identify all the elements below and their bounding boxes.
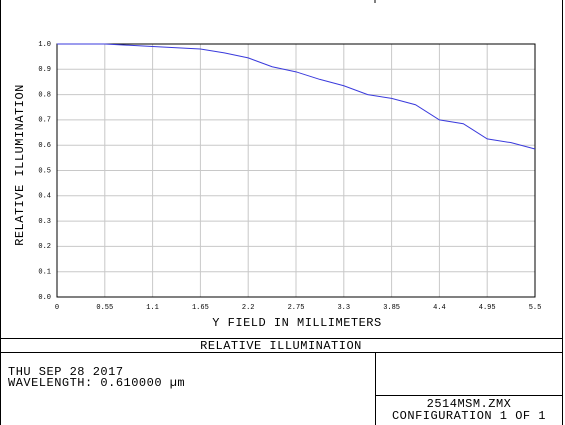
y-tick-label: 0.4 xyxy=(38,193,51,201)
x-tick-label: 2.75 xyxy=(288,304,305,312)
wavelength: WAVELENGTH: 0.610000 µm xyxy=(8,376,185,390)
y-tick-label: 0.2 xyxy=(38,243,51,251)
chart-title: RELATIVE ILLUMINATION xyxy=(200,339,362,353)
configuration: CONFIGURATION 1 OF 1 xyxy=(392,409,546,423)
file-name: 2514MSM.ZMX xyxy=(427,397,512,411)
x-tick-label: 2.2 xyxy=(242,304,255,312)
y-tick-label: 0.9 xyxy=(38,66,51,74)
x-tick-label: 4.4 xyxy=(433,304,446,312)
x-tick-label: 3.85 xyxy=(383,304,400,312)
x-tick-label: 1.1 xyxy=(146,304,159,312)
y-tick-label: 0.8 xyxy=(38,91,51,99)
y-tick-label: 1.0 xyxy=(38,41,51,49)
plot-frame xyxy=(56,43,536,298)
x-tick-label: 5.5 xyxy=(529,304,542,312)
x-tick-label: 1.65 xyxy=(192,304,209,312)
x-tick-label: 0 xyxy=(55,304,59,312)
x-tick-label: 3.3 xyxy=(337,304,350,312)
y-tick-label: 0.3 xyxy=(38,218,51,226)
date: THU SEP 28 2017 xyxy=(8,365,124,379)
y-tick-label: 0.1 xyxy=(38,269,51,277)
y-tick-label: 0.0 xyxy=(38,294,51,302)
x-tick-label: 0.55 xyxy=(96,304,113,312)
x-tick-label: 4.95 xyxy=(479,304,496,312)
y-tick-label: 0.7 xyxy=(38,117,51,125)
y-axis-label: RELATIVE ILLUMINATION xyxy=(13,84,27,246)
data-line xyxy=(57,43,536,150)
y-tick-label: 0.5 xyxy=(38,167,51,175)
x-axis-label: Y FIELD IN MILLIMETERS xyxy=(212,316,381,330)
y-tick-label: 0.6 xyxy=(38,142,51,150)
